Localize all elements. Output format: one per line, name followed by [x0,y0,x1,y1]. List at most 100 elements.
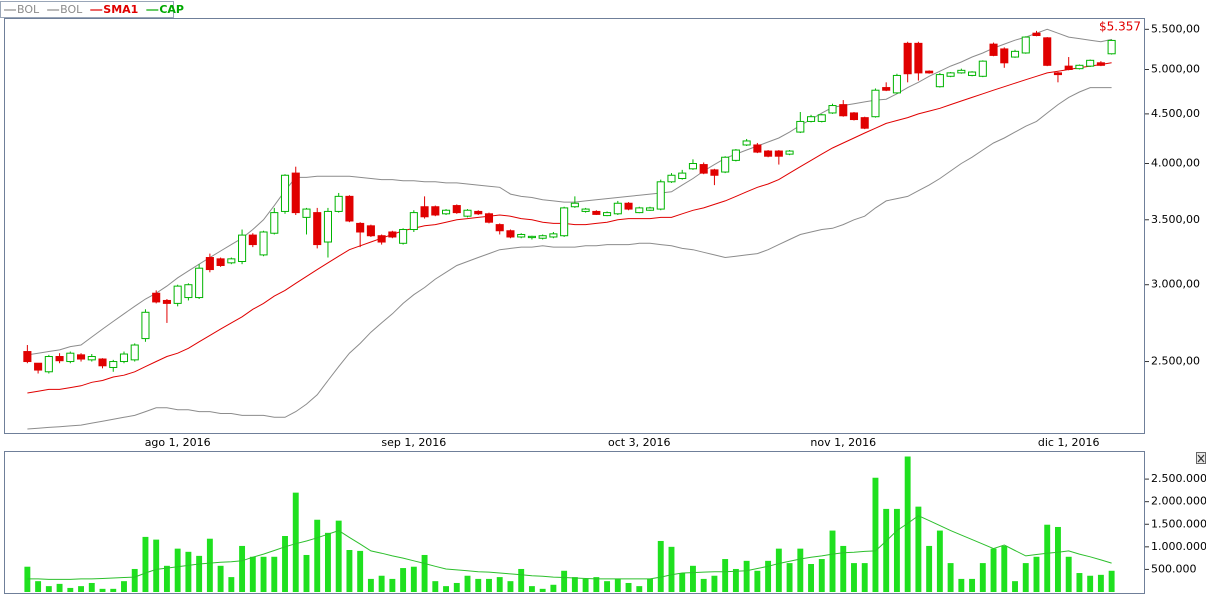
volume-bar [614,578,621,592]
candle-body [785,150,794,155]
candle-body [839,104,848,117]
candle-body [560,207,569,237]
volume-bar [346,550,353,592]
volume-bar [367,578,374,592]
volume-bar [743,560,750,592]
candle-body [817,114,826,122]
volume-bar [625,582,632,592]
candle-body [946,72,955,77]
volume-bar [314,519,321,592]
candle-body [270,212,279,234]
candle-body [44,356,53,373]
x-tick-label: oct 3, 2016 [608,436,671,449]
candle-body [710,169,719,176]
volume-bar [947,563,954,592]
volume-bar [389,578,396,592]
volume-bar [1076,573,1083,592]
y-tick-label: 2.500,00 [1151,355,1200,368]
volume-bar [657,540,664,592]
volume-bar [400,568,407,592]
volume-bar [593,577,600,592]
volume-bar [67,587,74,592]
candle-body [592,210,601,215]
volume-bar [357,550,364,592]
volume-bar [926,545,933,592]
volume-bar [1055,526,1061,592]
candle-body [603,212,612,217]
volume-bar [571,577,578,592]
volume-bar [217,565,224,592]
volume-bar [786,563,793,592]
candle-body [678,172,687,180]
volume-bar [282,536,288,592]
volume-bar [732,568,739,592]
candle-body [828,105,837,114]
volume-bar [174,548,181,592]
volume-bar [979,563,986,592]
volume-bar [851,563,857,592]
candle-body [871,89,880,118]
volume-bar [325,532,331,592]
candle-body [549,233,558,238]
volume-bar [679,573,686,592]
legend-label: SMA1 [103,3,138,16]
candle-body [184,284,193,299]
volume-bar [78,586,84,592]
x-tick-label: dic 1, 2016 [1038,436,1100,449]
y-tick-label: 5.000,00 [1151,62,1200,75]
volume-bar [228,577,235,592]
volume-bar [453,582,460,592]
y-tick-label: 4.000,00 [1151,157,1200,170]
candle-body [570,202,579,208]
x-tick-label: sep 1, 2016 [381,436,446,449]
volume-bar [969,578,976,592]
close-button[interactable] [1196,452,1206,464]
volume-bar [443,586,449,592]
volume-bar [486,578,492,592]
candle-body [1075,64,1084,70]
candle-body [356,222,365,233]
candle-body [162,299,171,304]
candle-body [366,225,375,237]
volume-bar [528,586,535,592]
candle-body [66,352,75,363]
volume-bar [582,578,589,592]
volume-bar [539,588,546,592]
candle-body [173,285,182,304]
volume-bar [754,570,761,592]
volume-bar [872,477,879,592]
y-tick-label: 4.500,00 [1151,107,1200,120]
candle-body [807,116,816,122]
volume-bar [410,566,417,592]
volume-bar [722,559,729,592]
candle-body [130,344,139,361]
candle-body [431,206,440,216]
candle-body [334,195,343,212]
candle-body [259,231,268,256]
volume-bar [496,577,503,592]
volume-bar [818,559,825,592]
volume-bar [808,564,814,592]
candle-body [377,235,386,243]
candle-body [442,209,451,215]
volume-bar [936,530,943,592]
close-button-icon[interactable] [1197,454,1205,463]
volume-bar [668,546,675,592]
volume-bar [561,570,568,592]
candle-body [517,233,526,238]
candle-body [989,43,998,56]
volume-bar [153,539,160,592]
candle-body [420,206,429,218]
volume-bar [1001,545,1008,592]
volume-bar [249,556,256,592]
candle-body [688,163,697,170]
candle-body [23,351,32,363]
volume-bar [904,456,911,592]
legend-box [0,1,174,18]
indicator-line [27,87,1112,430]
volume-bar [797,548,804,592]
y-tick-label: 2.000.000 [1151,495,1206,508]
candle-body [860,117,869,129]
